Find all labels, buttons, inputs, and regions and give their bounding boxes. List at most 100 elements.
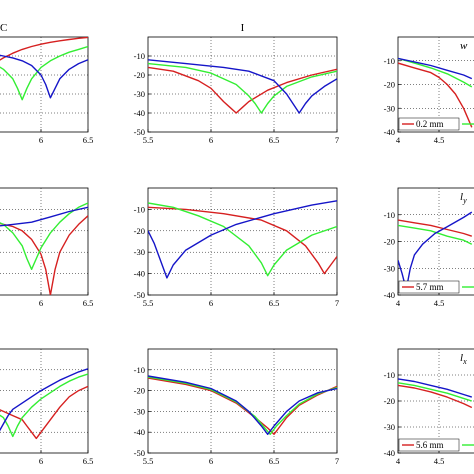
x-tick-label: 4 — [396, 456, 401, 466]
red-series-line — [398, 62, 473, 128]
plot-panel: -10 -20 -30 -40 -505.5 6 6.5 7 I — [134, 22, 339, 145]
red-series-line — [398, 219, 473, 237]
y-tick-label: -30 — [134, 406, 145, 416]
x-tick-label: 6.5 — [269, 298, 280, 308]
x-tick-label: 6 — [39, 456, 43, 466]
parameter-label: lx — [460, 352, 467, 366]
y-tick-label: -30 — [384, 103, 395, 113]
curves — [148, 200, 337, 279]
parameter-label: ly — [460, 191, 467, 205]
curves — [398, 378, 473, 409]
x-tick-label: 4 — [396, 298, 401, 308]
green-series-line — [398, 382, 473, 402]
y-tick-label: -20 — [134, 226, 145, 236]
x-tick-label: 6.5 — [269, 135, 280, 145]
plot-panel: -10 -20 -30 -404 4.5 lx 5.6 mm — [384, 348, 474, 466]
plot-panel: 6 6.5 — [0, 348, 94, 466]
x-tick-label: 6.5 — [83, 135, 94, 145]
y-tick-label: -30 — [384, 263, 395, 273]
legend-label: 0.2 mm — [416, 119, 444, 129]
red-series-line — [148, 206, 337, 275]
x-tick-label: 5.5 — [143, 298, 154, 308]
plot-frame — [147, 36, 338, 133]
x-tick-label: 4.5 — [434, 135, 445, 145]
y-tick-label: -10 — [134, 365, 145, 375]
parameter-symbol: l — [460, 191, 463, 203]
green-series-line — [0, 45, 88, 101]
parameter-symbol: l — [460, 352, 463, 364]
x-tick-label: 6 — [209, 456, 213, 466]
x-tick-label: 4 — [396, 135, 401, 145]
red-series-line — [0, 37, 88, 61]
y-tick-label: -20 — [134, 386, 145, 396]
x-tick-label: 7 — [335, 135, 339, 145]
x-tick-label: 6 — [209, 135, 213, 145]
blue-series-line — [148, 200, 337, 279]
y-tick-label: -20 — [384, 396, 395, 406]
plot-panel: 6 6.5 C — [0, 22, 93, 145]
plot-panel: -10 -20 -30 -404 4.5 w 0.2 mm — [384, 36, 474, 145]
x-tick-label: 5.5 — [143, 456, 154, 466]
y-tick-label: -50 — [134, 448, 145, 458]
y-tick-label: -10 — [384, 56, 395, 66]
plot-frame — [0, 187, 89, 296]
x-tick-label: 4.5 — [434, 298, 445, 308]
blue-series-line — [0, 368, 88, 432]
y-tick-label: -20 — [384, 80, 395, 90]
plot-frame — [147, 348, 338, 454]
plot-panel: -10 -20 -30 -40 -505.5 6 6.5 7 — [134, 187, 339, 308]
legend: 5.7 mm — [398, 280, 474, 294]
legend-box — [398, 280, 460, 294]
parameter-subscript: x — [462, 357, 467, 366]
plot-frame — [0, 348, 89, 454]
legend-label: 5.7 mm — [416, 282, 444, 292]
y-tick-label: -10 — [134, 51, 145, 61]
parameter-symbol: w — [460, 40, 468, 52]
green-series-line — [398, 224, 473, 245]
parameter-subscript: y — [462, 196, 467, 205]
legend-box — [398, 117, 460, 131]
green-series-line — [148, 202, 337, 277]
curves — [0, 37, 88, 101]
blue-series-line — [398, 378, 473, 398]
x-tick-label: 6 — [209, 298, 213, 308]
legend: 0.2 mm — [398, 117, 474, 131]
y-tick-label: -50 — [134, 127, 145, 137]
plot-panel: -10 -20 -30 -40 -505.5 6 6.5 7 — [134, 348, 339, 466]
plot-panel: -10 -20 -30 -404 4.5 ly 5.7 mm — [384, 187, 474, 308]
x-tick-label: 7 — [335, 456, 339, 466]
curves — [148, 59, 337, 114]
y-tick-label: -10 — [134, 204, 145, 214]
blue-series-line — [148, 59, 337, 114]
y-tick-label: -10 — [384, 370, 395, 380]
curves — [0, 368, 88, 440]
x-tick-label: 6 — [39, 298, 43, 308]
curves — [148, 375, 337, 435]
y-tick-label: -40 — [384, 290, 395, 300]
y-tick-label: -50 — [134, 290, 145, 300]
y-tick-label: -30 — [384, 422, 395, 432]
legend: 5.6 mm — [398, 438, 474, 452]
y-tick-label: -30 — [134, 247, 145, 257]
blue-series-line — [0, 54, 88, 99]
curves — [0, 202, 88, 295]
blue-series-line — [148, 375, 337, 435]
red-series-line — [0, 385, 88, 440]
green-series-line — [148, 376, 337, 435]
x-tick-label: 6.5 — [83, 298, 94, 308]
x-tick-label: 4.5 — [434, 456, 445, 466]
legend-label: 5.6 mm — [416, 440, 444, 450]
x-tick-label: 6.5 — [83, 456, 94, 466]
y-tick-label: -40 — [134, 427, 145, 437]
y-tick-label: -30 — [134, 89, 145, 99]
x-tick-label: 5.5 — [143, 135, 154, 145]
y-tick-label: -20 — [134, 70, 145, 80]
green-series-line — [398, 57, 473, 88]
parameter-label: w — [460, 40, 468, 52]
red-series-line — [398, 384, 473, 409]
red-series-line — [148, 66, 337, 114]
panel-title: C — [0, 22, 7, 34]
green-series-line — [0, 202, 88, 270]
y-tick-label: -40 — [134, 269, 145, 279]
